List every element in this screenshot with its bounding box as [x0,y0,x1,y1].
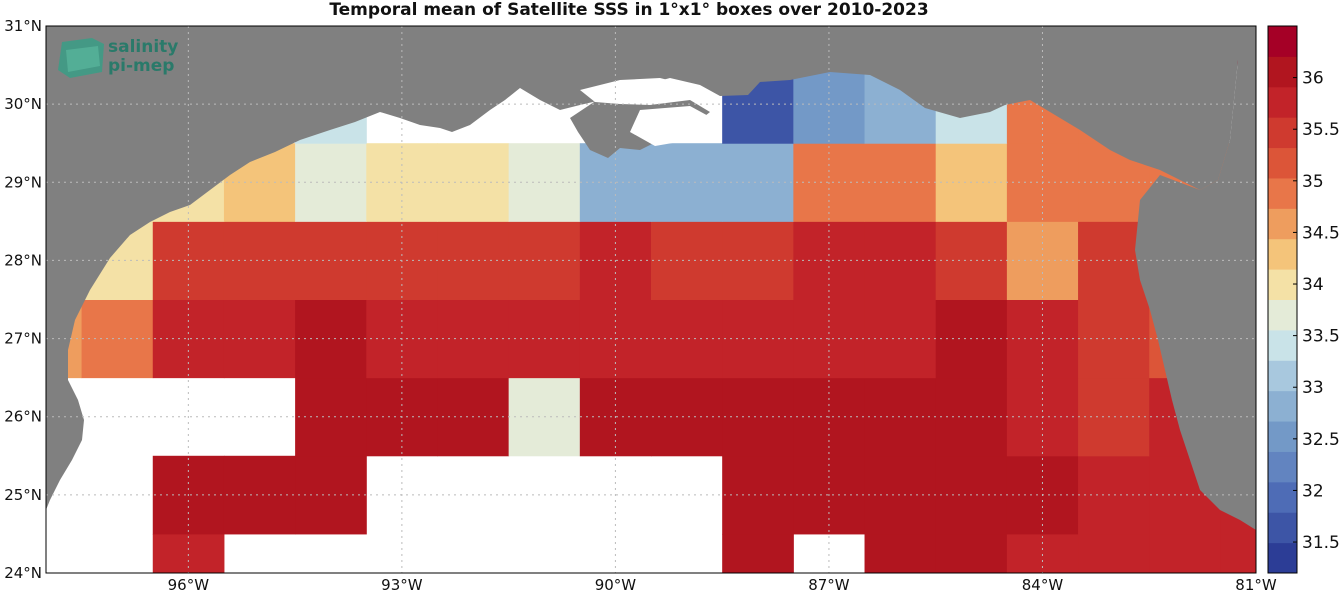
sss-cell [722,377,794,457]
sss-cell [864,533,937,574]
colorbar-segment [1268,360,1297,392]
lat-tick-label: 30°N [4,95,42,113]
sss-cell [722,221,794,300]
lon-tick-label: 93°W [381,576,423,594]
colorbar-segment [1268,481,1297,513]
sss-cell [864,143,937,222]
land-lake [630,106,712,146]
lon-tick-label: 96°W [168,576,210,594]
map-title: Temporal mean of Satellite SSS in 1°x1° … [329,0,929,20]
colorbar-segment [1268,299,1297,331]
sss-cell [1078,533,1150,574]
logo-line2: pi-mep [108,56,174,76]
sss-cell [223,299,296,379]
colorbar-segment [1268,269,1297,300]
sss-cell [864,299,937,379]
sss-cell [295,299,367,379]
colorbar-segment [1268,390,1297,422]
lat-tick-label: 24°N [4,564,42,582]
colorbar-segment [1268,421,1297,452]
sss-cell [722,533,794,574]
sss-cell [295,455,367,535]
colorbar-tick-label: 35.5 [1302,120,1340,140]
lon-tick-label: 84°W [1022,576,1064,594]
sss-cell [864,455,937,535]
lat-tick-label: 25°N [4,486,42,504]
colorbar-segment [1268,56,1297,88]
colorbar-tick-label: 36 [1302,69,1324,89]
sss-cell [295,221,367,300]
sss-cell [651,299,723,379]
colorbar-segment [1268,542,1297,574]
sss-cell [1149,533,1221,574]
lon-tick-label: 90°W [595,576,637,594]
axis-labels: 96°W 93°W 90°W 87°W 84°W 81°W 24°N 25°N 26°N 27°N… [4,17,1277,594]
colorbar: 31.5 32 32.5 33 33.5 34 34.5 35 35.5 36 [1267,25,1340,574]
colorbar-frame [1267,25,1298,574]
lon-tick-label: 87°W [808,576,850,594]
colorbar-tick-label: 35 [1302,172,1324,192]
map-frame [45,25,1257,574]
colorbar-tick-label: 34 [1302,275,1324,295]
colorbar-segment [1268,451,1297,483]
sss-cell [1220,533,1257,574]
land-mask [46,26,1256,530]
lon-tick-label: 81°W [1235,576,1277,594]
land-mainland-north [46,26,1256,510]
lat-tick-label: 29°N [4,173,42,191]
sss-cell [295,377,367,457]
sss-cell [651,221,723,300]
colorbar-segment [1268,329,1297,361]
sss-cell [651,377,723,457]
sss-cell [722,143,794,222]
colorbar-segment [1268,208,1297,240]
lat-tick-label: 28°N [4,251,42,269]
lat-tick-label: 26°N [4,408,42,426]
colorbar-tick-label: 33 [1302,378,1324,398]
lat-tick-label: 27°N [4,330,42,348]
sss-cell [295,143,367,222]
colorbar-tick-label: 31.5 [1302,533,1340,553]
lat-tick-label: 31°N [4,17,42,35]
colorbar-tick-label: 34.5 [1302,223,1340,243]
sss-cell [935,533,1008,574]
colorbar-segment [1268,238,1297,270]
sss-cell [722,299,794,379]
land-lake [580,78,700,105]
logo-line1: salinity [108,37,178,57]
sss-cell [81,299,154,379]
colorbar-segment [1268,117,1297,149]
sss-cell [223,455,296,535]
colorbar-segment [1268,177,1297,209]
colorbar-tick-label: 32 [1302,481,1324,501]
colorbar-segment [1268,512,1297,544]
land-florida [1135,60,1256,530]
colorbar-segment [1268,26,1297,57]
sss-cell [651,143,723,222]
logo-mark-icon [66,46,100,72]
sss-cell [864,377,937,457]
colorbar-tick-label: 33.5 [1302,327,1340,347]
colorbar-tick-label: 32.5 [1302,430,1340,450]
sss-cell [223,221,296,300]
colorbar-segment [1268,147,1297,179]
sss-cell [864,221,937,300]
pimep-logo: salinity pi-mep [58,37,178,78]
colorbar-segment [1268,86,1297,118]
sss-cell [722,455,794,535]
